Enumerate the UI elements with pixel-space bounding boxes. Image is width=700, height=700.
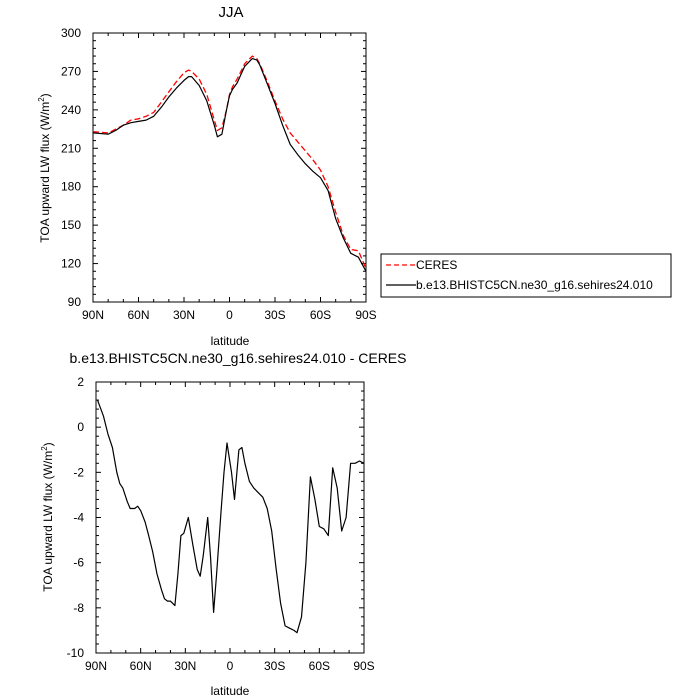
bottom-ticks: 90N 60N 30N 0 30S 60S 90S -10 -8 -6 -4 -2 0 2 bbox=[67, 375, 375, 673]
top-y-tick-label: 240 bbox=[61, 103, 81, 117]
top-chart-title: JJA bbox=[218, 4, 243, 21]
bottom-x-tick-label: 30S bbox=[264, 659, 285, 673]
legend-box bbox=[380, 253, 672, 298]
bottom-series-line-model bbox=[96, 399, 365, 634]
top-x-tick-label: 60S bbox=[310, 308, 331, 322]
bottom-x-tick-label: 0 bbox=[227, 659, 234, 673]
top-y-tick-label: 90 bbox=[68, 295, 82, 309]
bottom-x-tick-label: 60S bbox=[309, 659, 330, 673]
bottom-y-tick-label: -10 bbox=[67, 646, 85, 660]
bottom-plot-frame bbox=[95, 381, 365, 654]
top-y-tick-label: 180 bbox=[61, 180, 81, 194]
top-series-line-model bbox=[92, 57, 367, 272]
bottom-x-axis-label: latitude bbox=[211, 684, 250, 698]
top-x-tick-label: 90N bbox=[82, 308, 104, 322]
top-x-tick-label: 0 bbox=[226, 308, 233, 322]
bottom-y-tick-label: -2 bbox=[73, 465, 84, 479]
top-y-axis-label: TOA upward LW flux (W/m2) bbox=[37, 93, 52, 242]
bottom-y-tick-label: -8 bbox=[73, 601, 84, 615]
top-series-group bbox=[92, 55, 367, 272]
bottom-x-tick-label: 90S bbox=[353, 659, 374, 673]
bottom-y-tick-label: 0 bbox=[77, 420, 84, 434]
bottom-x-tick-label: 90N bbox=[85, 659, 107, 673]
top-x-tick-label: 90S bbox=[355, 308, 376, 322]
bottom-y-axis-label: TOA upward LW flux (W/m2) bbox=[40, 442, 55, 591]
bottom-y-tick-label: -6 bbox=[73, 556, 84, 570]
bottom-x-tick-label: 60N bbox=[130, 659, 152, 673]
bottom-x-tick-label: 30N bbox=[174, 659, 196, 673]
top-y-tick-label: 120 bbox=[61, 257, 81, 271]
legend: CERES b.e13.BHISTC5CN.ne30_g16.sehires24… bbox=[380, 253, 672, 298]
bottom-panel: b.e13.BHISTC5CN.ne30_g16.sehires24.010 -… bbox=[40, 350, 406, 698]
top-x-axis-label: latitude bbox=[211, 334, 250, 348]
top-ticks: 90N 60N 30N 0 30S 60S 90S 90 120 150 180 210 240 270 3… bbox=[61, 26, 377, 322]
top-panel: JJA 90N 60N 30N 0 30S 60S 90S 90 120 150 180 210 240… bbox=[37, 4, 377, 348]
bottom-series-group bbox=[96, 399, 365, 634]
top-x-tick-label: 30S bbox=[264, 308, 285, 322]
top-y-tick-label: 210 bbox=[61, 141, 81, 155]
top-y-tick-label: 150 bbox=[61, 218, 81, 232]
bottom-y-tick-label: -4 bbox=[73, 511, 84, 525]
bottom-chart-title: b.e13.BHISTC5CN.ne30_g16.sehires24.010 -… bbox=[70, 350, 407, 366]
legend-model-label: b.e13.BHISTC5CN.ne30_g16.sehires24.010 bbox=[416, 278, 653, 292]
top-series-line-ceres bbox=[92, 55, 367, 269]
top-plot-frame bbox=[92, 32, 367, 303]
legend-ceres-label: CERES bbox=[416, 258, 457, 272]
top-x-tick-label: 30N bbox=[173, 308, 195, 322]
top-x-tick-label: 60N bbox=[127, 308, 149, 322]
top-y-tick-label: 300 bbox=[61, 26, 81, 40]
top-y-tick-label: 270 bbox=[61, 64, 81, 78]
bottom-y-tick-label: 2 bbox=[77, 375, 84, 389]
